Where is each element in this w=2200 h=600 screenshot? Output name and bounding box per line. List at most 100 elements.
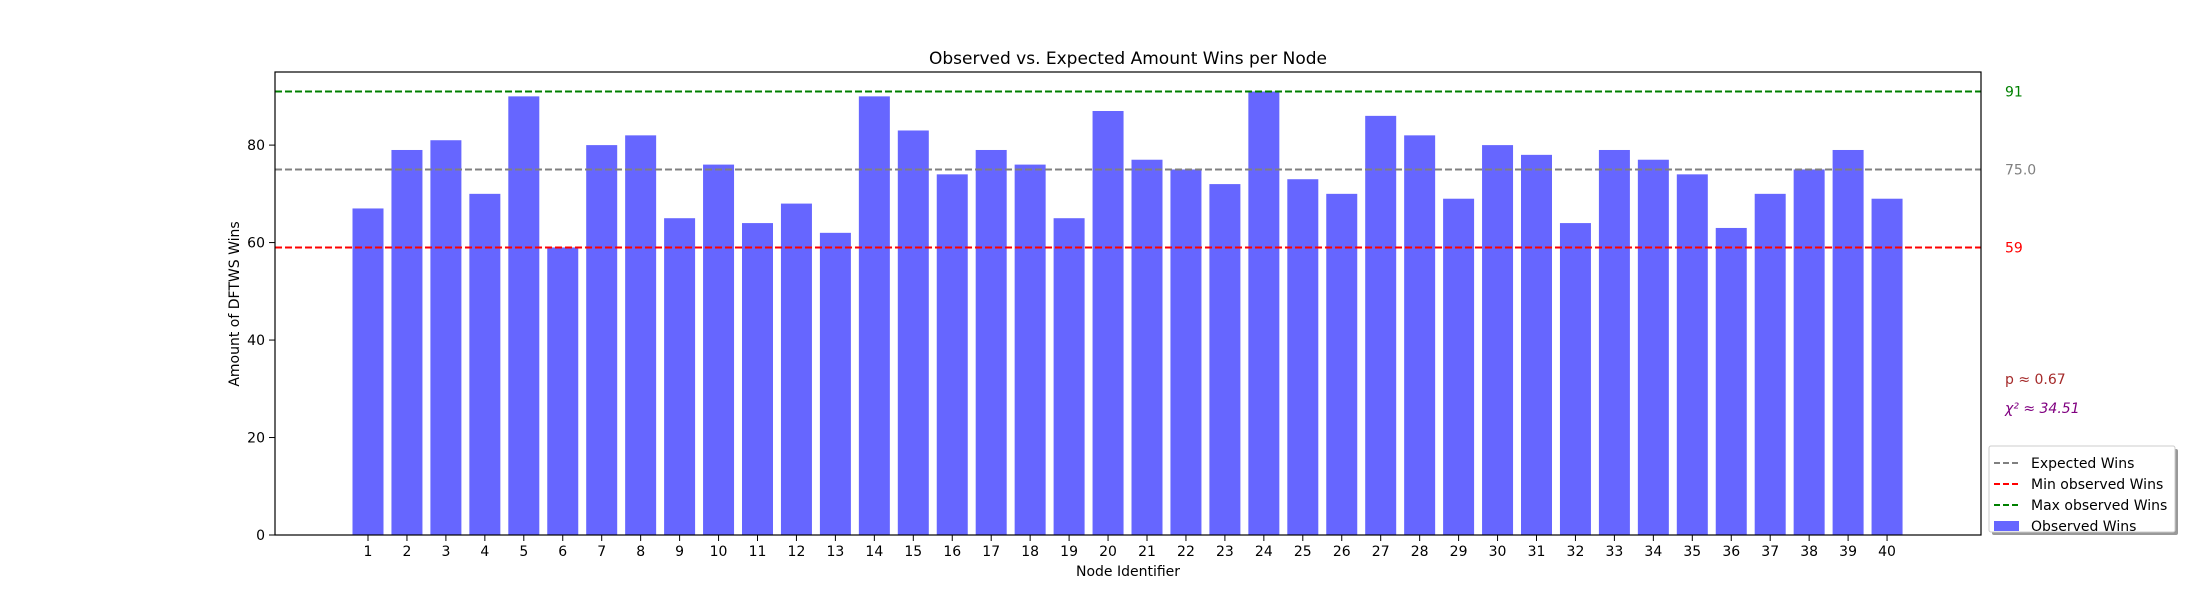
chart-title: Observed vs. Expected Amount Wins per No… — [929, 49, 1327, 69]
x-tick-label-10: 10 — [710, 544, 728, 560]
x-tick-label-9: 9 — [675, 544, 684, 560]
bar-6 — [547, 247, 579, 535]
y-tick-label-80: 80 — [247, 138, 265, 154]
x-tick-label-30: 30 — [1489, 544, 1507, 560]
bar-22 — [1170, 169, 1202, 535]
x-tick-label-12: 12 — [788, 544, 806, 560]
x-tick-label-17: 17 — [982, 544, 1000, 560]
x-tick-label-1: 1 — [364, 544, 373, 560]
bar-34 — [1637, 159, 1669, 535]
bar-29 — [1443, 198, 1475, 535]
x-tick-label-16: 16 — [943, 544, 961, 560]
reference-lines-group: 75.0 59 91 — [275, 84, 2036, 256]
bar-13 — [819, 232, 851, 535]
bar-24 — [1248, 91, 1280, 535]
x-tick-label-32: 32 — [1567, 544, 1585, 560]
y-tick-label-40: 40 — [247, 333, 265, 349]
legend-label-1: Expected Wins — [2031, 456, 2134, 472]
reference-line-label-3: 91 — [2005, 84, 2023, 100]
bar-14 — [858, 96, 890, 536]
bar-9 — [664, 218, 696, 536]
annotations-group: p ≈ 0.67 χ² ≈ 34.51 — [2004, 372, 2080, 417]
bar-17 — [975, 149, 1007, 535]
bar-10 — [703, 164, 735, 535]
bar-40 — [1871, 198, 1903, 535]
bar-1 — [352, 208, 384, 535]
bar-30 — [1482, 145, 1514, 535]
x-tick-label-40: 40 — [1878, 544, 1896, 560]
bar-32 — [1559, 223, 1591, 535]
x-tick-label-6: 6 — [558, 544, 567, 560]
bar-5 — [508, 96, 540, 536]
x-tick-label-19: 19 — [1060, 544, 1078, 560]
bar-21 — [1131, 159, 1163, 535]
x-tick-label-24: 24 — [1255, 544, 1273, 560]
legend-label-3: Max observed Wins — [2031, 498, 2167, 514]
bar-28 — [1404, 135, 1436, 535]
bar-38 — [1793, 169, 1825, 535]
bar-4 — [469, 193, 501, 535]
legend-box — [1988, 445, 2176, 533]
bar-16 — [936, 174, 968, 536]
x-tick-label-25: 25 — [1294, 544, 1312, 560]
bar-15 — [897, 130, 929, 536]
bars-group — [352, 91, 1903, 536]
x-tick-label-14: 14 — [865, 544, 883, 560]
x-tick-label-34: 34 — [1644, 544, 1662, 560]
legend-swatch-4 — [1994, 521, 2019, 531]
x-tick-label-22: 22 — [1177, 544, 1195, 560]
x-tick-label-15: 15 — [904, 544, 922, 560]
y-tick-label-20: 20 — [247, 431, 265, 447]
bar-12 — [780, 203, 812, 535]
x-tick-label-38: 38 — [1800, 544, 1818, 560]
x-tick-label-2: 2 — [402, 544, 411, 560]
bar-39 — [1832, 149, 1864, 535]
bar-35 — [1676, 174, 1708, 536]
bar-26 — [1326, 193, 1358, 535]
x-tick-label-3: 3 — [441, 544, 450, 560]
x-axis-label: Node Identifier — [1076, 564, 1180, 580]
x-tick-label-21: 21 — [1138, 544, 1156, 560]
x-tick-label-29: 29 — [1450, 544, 1468, 560]
x-tick-label-36: 36 — [1722, 544, 1740, 560]
x-tick-label-27: 27 — [1372, 544, 1390, 560]
p-value-annotation: p ≈ 0.67 — [2005, 372, 2066, 388]
bar-23 — [1209, 184, 1241, 536]
legend: Expected Wins Min observed Wins Max observ… — [1988, 445, 2178, 535]
bar-7 — [586, 145, 618, 535]
x-tick-label-18: 18 — [1021, 544, 1039, 560]
bar-27 — [1365, 115, 1397, 535]
x-tick-label-11: 11 — [749, 544, 767, 560]
y-tick-label-60: 60 — [247, 236, 265, 252]
y-tick-label-0: 0 — [256, 528, 265, 544]
x-tick-label-26: 26 — [1333, 544, 1351, 560]
bar-36 — [1715, 227, 1747, 536]
bar-25 — [1287, 179, 1319, 535]
x-tick-label-7: 7 — [597, 544, 606, 560]
x-tick-label-28: 28 — [1411, 544, 1429, 560]
bar-31 — [1521, 154, 1552, 535]
bar-2 — [391, 149, 423, 535]
x-tick-label-35: 35 — [1683, 544, 1701, 560]
reference-line-label-2: 59 — [2005, 240, 2023, 256]
bar-37 — [1754, 193, 1786, 535]
bar-18 — [1014, 164, 1046, 535]
x-tick-label-8: 8 — [636, 544, 645, 560]
x-tick-label-4: 4 — [480, 544, 489, 560]
bar-3 — [430, 140, 462, 536]
chi-square-annotation: χ² ≈ 34.51 — [2004, 401, 2080, 417]
legend-label-2: Min observed Wins — [2031, 477, 2163, 493]
legend-label-4: Observed Wins — [2031, 519, 2136, 535]
y-axis-label: Amount of DFTWS Wins — [227, 221, 243, 386]
bar-19 — [1053, 218, 1085, 536]
plot-frame — [274, 71, 1982, 536]
bar-33 — [1598, 149, 1630, 535]
x-tick-label-37: 37 — [1761, 544, 1779, 560]
x-tick-label-31: 31 — [1528, 544, 1546, 560]
bar-11 — [742, 223, 773, 535]
x-tick-label-20: 20 — [1099, 544, 1117, 560]
x-tick-label-33: 33 — [1605, 544, 1623, 560]
bar-20 — [1092, 110, 1124, 535]
